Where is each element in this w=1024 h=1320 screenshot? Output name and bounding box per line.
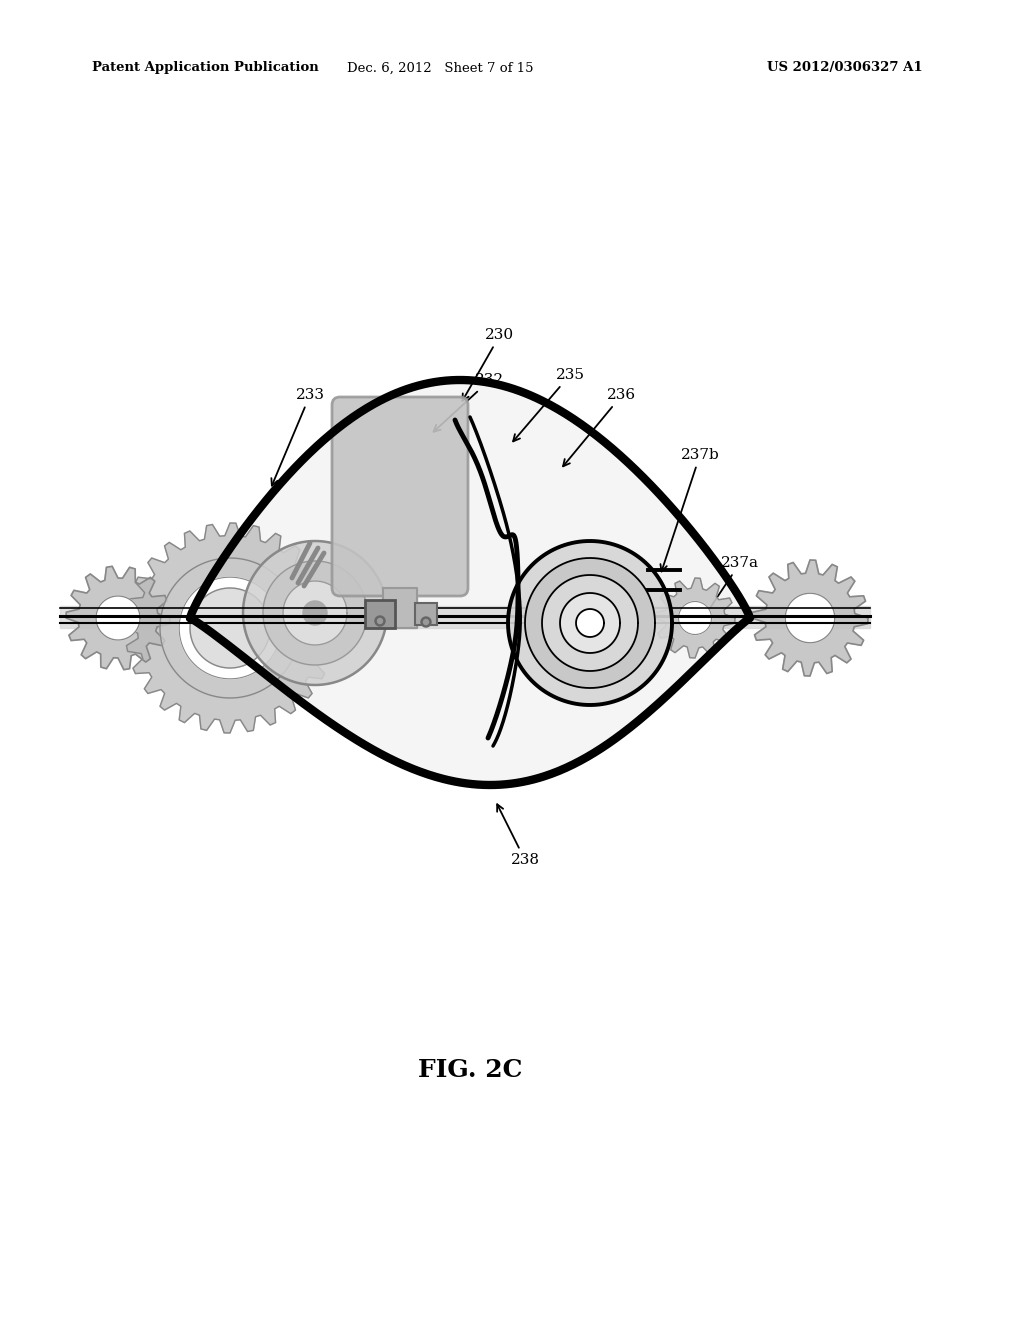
Bar [415,603,437,624]
Polygon shape [560,593,620,653]
Polygon shape [525,558,655,688]
Text: 232: 232 [433,374,505,432]
Polygon shape [383,587,417,628]
Polygon shape [421,616,431,627]
Text: 230: 230 [463,327,515,401]
Polygon shape [283,581,347,645]
Text: 235: 235 [513,368,585,441]
Polygon shape [785,593,835,643]
Polygon shape [125,523,335,733]
Text: US 2012/0306327 A1: US 2012/0306327 A1 [767,62,923,74]
Polygon shape [655,578,735,657]
Text: FIG. 2C: FIG. 2C [418,1059,522,1082]
Polygon shape [508,541,672,705]
FancyBboxPatch shape [332,397,468,597]
Polygon shape [160,558,300,698]
Text: Dec. 6, 2012   Sheet 7 of 15: Dec. 6, 2012 Sheet 7 of 15 [347,62,534,74]
Text: 237a: 237a [702,556,759,619]
Polygon shape [303,601,327,624]
Text: 233: 233 [271,388,325,486]
Text: 236: 236 [563,388,637,466]
Polygon shape [66,566,170,669]
Polygon shape [60,606,870,628]
Polygon shape [243,541,387,685]
Polygon shape [577,609,604,638]
Polygon shape [96,597,140,640]
Polygon shape [378,619,383,623]
Polygon shape [542,576,638,671]
Polygon shape [679,602,712,635]
Bar [365,601,395,628]
Polygon shape [375,616,385,626]
Text: 238: 238 [497,804,540,867]
Polygon shape [263,561,367,665]
Polygon shape [190,587,270,668]
Polygon shape [424,619,428,624]
Polygon shape [752,560,868,676]
Polygon shape [179,577,281,678]
Text: Patent Application Publication: Patent Application Publication [92,62,318,74]
Polygon shape [190,380,750,785]
Text: 237b: 237b [660,447,720,572]
